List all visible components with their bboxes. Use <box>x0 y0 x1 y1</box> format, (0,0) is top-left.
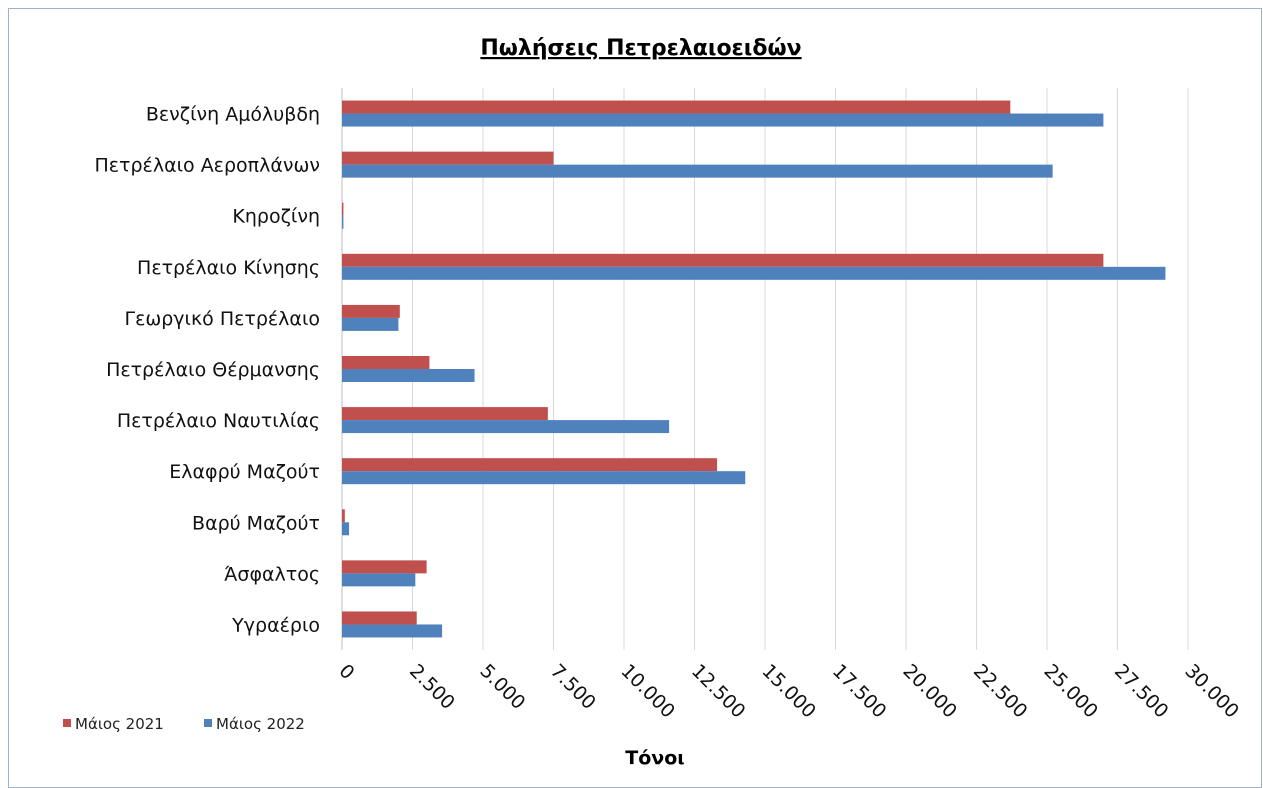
bar-2022 <box>342 624 442 637</box>
category-label: Πετρέλαιο Ναυτιλίας <box>117 410 320 432</box>
bar-chart: Πωλήσεις Πετρελαιοειδών Βενζίνη Αμόλυβδη… <box>0 0 1263 772</box>
x-tick-label: 2.500 <box>405 660 459 714</box>
x-tick-label: 12.500 <box>687 660 750 723</box>
x-tick-label: 7.500 <box>546 660 600 714</box>
tick-labels: 0 2.500 5.000 7.500 10.000 12.500 15.000 17.500… <box>334 660 1243 723</box>
legend-swatch-2021 <box>63 719 71 727</box>
x-tick-label: 30.000 <box>1180 660 1243 723</box>
bar-2021 <box>342 101 1010 114</box>
x-tick-label: 0 <box>334 660 358 684</box>
x-tick-label: 25.000 <box>1039 660 1102 723</box>
x-tick-label: 22.500 <box>969 660 1032 723</box>
bar-2022 <box>342 573 415 586</box>
bar-2021 <box>342 152 554 165</box>
bar-2021 <box>342 458 717 471</box>
x-tick-label: 10.000 <box>616 660 679 723</box>
bar-2021 <box>342 254 1103 267</box>
x-axis-title: Τόνοι <box>625 747 684 769</box>
category-label: Πετρέλαιο Κίνησης <box>137 257 320 279</box>
bar-2022 <box>342 471 745 484</box>
bar-2022 <box>342 267 1165 280</box>
bars <box>342 101 1165 638</box>
category-label: Γεωργικό Πετρέλαιο <box>124 308 320 330</box>
chart-title: Πωλήσεις Πετρελαιοειδών <box>480 36 801 61</box>
category-label: Βενζίνη Αμόλυβδη <box>146 104 320 126</box>
category-label: Πετρέλαιο Αεροπλάνων <box>95 155 321 177</box>
bar-2022 <box>342 420 669 433</box>
x-tick-label: 17.500 <box>828 660 891 723</box>
x-tick-label: 5.000 <box>475 660 529 714</box>
category-label: Ελαφρύ Μαζούτ <box>169 461 320 483</box>
legend-label-2021: Μάιος 2021 <box>75 715 164 733</box>
category-label: Πετρέλαιο Θέρμανσης <box>106 359 320 381</box>
bar-2021 <box>342 305 400 318</box>
x-tick-label: 20.000 <box>898 660 961 723</box>
bar-2022 <box>342 165 1053 178</box>
category-label: Κηροζίνη <box>232 206 320 228</box>
legend-swatch-2022 <box>204 719 212 727</box>
bar-2022 <box>342 114 1103 127</box>
category-labels: Βενζίνη Αμόλυβδη Πετρέλαιο Αεροπλάνων Κηρο… <box>95 104 321 637</box>
bar-2021 <box>342 356 429 369</box>
category-label: Βαρύ Μαζούτ <box>192 512 320 534</box>
x-tick-label: 15.000 <box>757 660 820 723</box>
legend-label-2022: Μάιος 2022 <box>216 715 305 733</box>
x-tick-label: 27.500 <box>1110 660 1173 723</box>
bar-2022 <box>342 522 349 535</box>
legend: Μάιος 2021 Μάιος 2022 <box>63 715 305 733</box>
bar-2021 <box>342 203 343 216</box>
bar-2022 <box>342 369 475 382</box>
category-label: Άσφαλτος <box>224 563 320 585</box>
category-label: Υγραέριο <box>231 614 320 636</box>
bar-2022 <box>342 318 398 331</box>
bar-2021 <box>342 509 345 522</box>
bar-2022 <box>342 216 343 229</box>
bar-2021 <box>342 407 548 420</box>
bar-2021 <box>342 611 417 624</box>
bar-2021 <box>342 560 427 573</box>
